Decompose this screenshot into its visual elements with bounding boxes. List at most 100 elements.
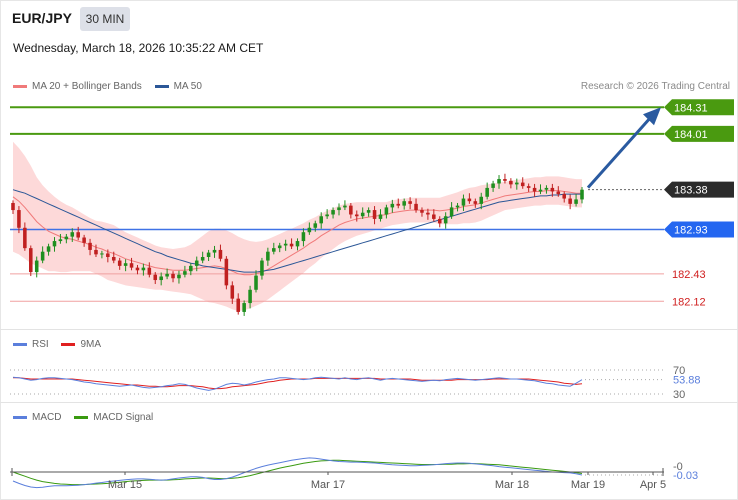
rsi-current-label: 53.88 [673, 375, 701, 387]
candle-body [497, 179, 501, 184]
legend-rsi: RSI [13, 339, 49, 350]
candle-body [366, 210, 371, 213]
panel-separator [0, 329, 738, 330]
candle-body [372, 210, 377, 219]
level-tag-target [664, 99, 734, 116]
candle-body [491, 183, 495, 188]
level-label-support: 182.43 [672, 269, 706, 281]
candle-body [325, 214, 329, 217]
candle-body [82, 237, 86, 243]
candle-body [503, 179, 507, 181]
candle-body [64, 236, 69, 240]
legend-ma50-label: MA 50 [173, 81, 202, 92]
candle-body [313, 223, 318, 228]
candle-body [461, 198, 466, 206]
candle-body [426, 212, 430, 215]
candle-body [230, 285, 235, 299]
candle-body [538, 189, 543, 192]
candle-body [354, 214, 359, 217]
candle-body [402, 201, 406, 206]
candle-body [467, 198, 472, 202]
candle-body [390, 203, 395, 208]
symbol-title: EUR/JPY [12, 10, 72, 26]
candle-body [384, 207, 389, 215]
candle-body [526, 186, 531, 188]
candle-body [165, 273, 169, 277]
candle-body [94, 249, 98, 255]
candle-body [254, 275, 258, 290]
candle-body [17, 210, 21, 228]
price-legend: MA 20 + Bollinger Bands MA 50 [13, 81, 202, 92]
candle-body [556, 191, 561, 195]
candle-body [29, 248, 33, 273]
macd-line [12, 457, 583, 489]
candle-body [568, 198, 572, 204]
candle-body [248, 289, 252, 304]
rsi-label-30: 30 [673, 389, 685, 401]
rsi-line [12, 376, 583, 391]
candle-body [414, 203, 418, 211]
candle-body [520, 182, 525, 187]
macd-current-label: -0.03 [673, 470, 698, 482]
legend-ma50: MA 50 [154, 81, 202, 92]
candle-body [562, 194, 566, 199]
candle-body [58, 239, 63, 242]
level-label-current: 183.38 [674, 185, 708, 197]
candle-body [141, 267, 146, 271]
candle-body [455, 205, 460, 208]
candle-body [343, 205, 347, 208]
candle-body [360, 212, 365, 217]
candle-body [289, 243, 294, 247]
candle-body [437, 218, 442, 224]
x-tick-label: Mar 15 [108, 479, 142, 491]
candle-body [11, 202, 15, 211]
interval-badge[interactable]: 30 MIN [80, 7, 130, 31]
x-tick-label: Mar 18 [495, 479, 529, 491]
candle-body [40, 251, 45, 261]
level-tag-current [664, 181, 734, 198]
candle-body [337, 207, 341, 211]
candle-body [88, 242, 92, 250]
candle-body [129, 263, 134, 268]
candle-body [76, 232, 80, 238]
forecast-arrow [586, 118, 651, 189]
level-label-target: 184.01 [674, 129, 708, 141]
candle-body [449, 207, 454, 217]
candle-body [580, 189, 584, 200]
macd-signal-line [12, 459, 583, 486]
candle-body [574, 199, 578, 204]
candle-body [295, 241, 300, 247]
level-label-target: 184.31 [674, 102, 708, 114]
legend-macd-signal-label: MACD Signal [93, 412, 154, 423]
candle-body [224, 258, 229, 286]
candle-body [52, 241, 57, 247]
candle-body [147, 267, 152, 275]
legend-macd-signal: MACD Signal [74, 412, 153, 423]
forecast-arrow-head [643, 107, 661, 126]
candle-body [171, 273, 175, 279]
candle-body [396, 203, 401, 206]
datetime-label: Wednesday, March 18, 2026 10:35:22 AM CE… [13, 41, 264, 55]
candle-body [479, 196, 484, 204]
level-tag-target [664, 125, 734, 142]
bollinger-band [13, 141, 582, 311]
candle-body [260, 260, 264, 276]
candle-body [46, 246, 51, 252]
candle-body [111, 257, 116, 261]
candle-body [212, 249, 217, 253]
candle-body [509, 180, 513, 185]
candle-body [242, 303, 246, 312]
candle-body [23, 227, 27, 249]
legend-rsi-ma9: 9MA [61, 339, 101, 350]
candle-body [236, 298, 241, 312]
candle-body [515, 182, 519, 185]
candle-body [319, 216, 323, 224]
candle-body [183, 271, 187, 275]
legend-rsi-label: RSI [32, 339, 49, 350]
candle-body [106, 253, 110, 258]
macd-zero-label: -0 [673, 461, 683, 473]
x-tick-label: Apr 5 [640, 479, 666, 491]
candle-body [485, 187, 489, 197]
ma50-line [12, 189, 582, 273]
